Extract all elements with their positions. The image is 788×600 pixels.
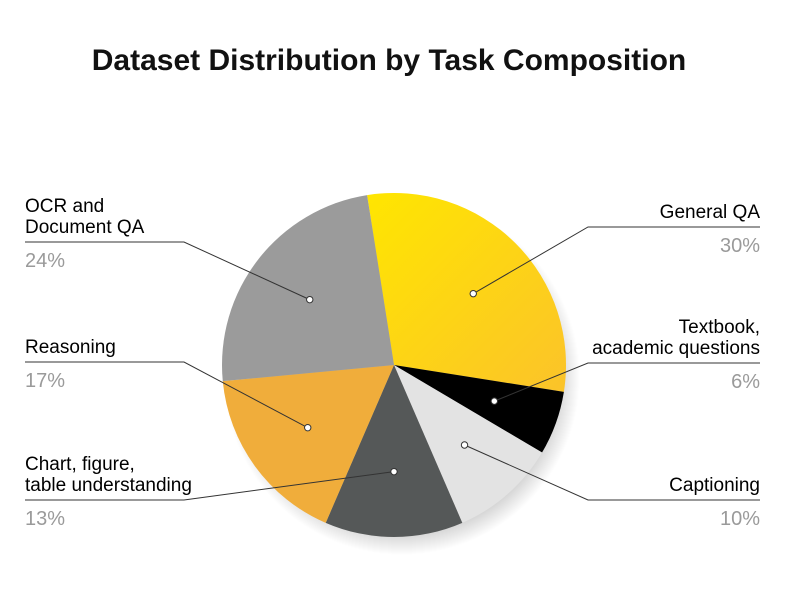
pie-slice-reasoning bbox=[222, 365, 394, 523]
leader-line bbox=[25, 241, 310, 301]
slice-percent-label: 13% bbox=[25, 508, 66, 530]
leader-line bbox=[494, 362, 760, 402]
slice-label: Captioning bbox=[669, 475, 760, 496]
slice-label-line: academic questions bbox=[592, 338, 760, 359]
leader-dot bbox=[469, 289, 477, 298]
leader-line bbox=[25, 361, 308, 429]
slice-label-line: table understanding bbox=[25, 475, 192, 496]
slice-label-line: Reasoning bbox=[25, 337, 116, 358]
slice-label-line: General QA bbox=[659, 202, 760, 223]
slice-label: General QA bbox=[660, 202, 760, 223]
leader-line bbox=[25, 471, 395, 501]
slice-label-line: Chart, figure, bbox=[25, 454, 135, 475]
slice-percent-label: 6% bbox=[731, 371, 760, 393]
leader-dot bbox=[460, 441, 469, 449]
chart-title: Dataset Distribution by Task Composition bbox=[91, 44, 687, 77]
pie-slice-ocr-and-document-qa bbox=[222, 195, 394, 382]
slice-label-line: OCR and bbox=[25, 196, 105, 217]
leader-dot bbox=[390, 467, 398, 476]
pie-slice-textbook-academic-questions bbox=[394, 365, 564, 453]
leader-dot bbox=[306, 295, 314, 304]
slice-label-line: Document QA bbox=[25, 217, 145, 238]
slice-percent-label: 10% bbox=[719, 508, 760, 530]
slice-label-line: Textbook, bbox=[678, 317, 760, 338]
slice-label: OCR and Document QA bbox=[25, 196, 144, 238]
leader-dot bbox=[490, 397, 499, 405]
slice-label: Reasoning bbox=[25, 337, 116, 358]
slice-label: Textbook, academic questions bbox=[592, 317, 760, 359]
slice-label-line: Captioning bbox=[669, 475, 760, 496]
leader-dot bbox=[304, 423, 312, 432]
leader-line bbox=[464, 444, 760, 501]
slice-label: Chart, figure, table understanding bbox=[25, 454, 192, 496]
slice-percent-label: 24% bbox=[25, 250, 66, 272]
pie-slice-general-qa bbox=[367, 193, 566, 392]
leader-line bbox=[472, 226, 760, 295]
pie-slice-chart-figure-table-understanding bbox=[325, 365, 463, 537]
slice-percent-label: 17% bbox=[25, 370, 66, 392]
slice-percent-label: 30% bbox=[719, 235, 760, 257]
